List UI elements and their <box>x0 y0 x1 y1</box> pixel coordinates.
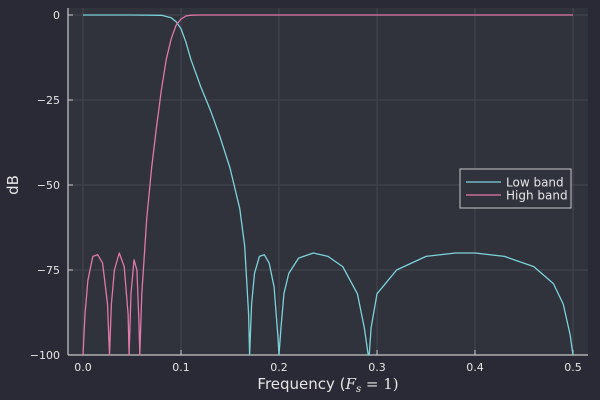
legend: Low band High band <box>459 168 572 209</box>
y-tick-label: 0 <box>53 9 60 22</box>
y-tick-label: −75 <box>37 264 60 277</box>
legend-label-high-band: High band <box>506 189 568 203</box>
legend-label-low-band: Low band <box>506 176 564 190</box>
x-tick-label: 0.2 <box>270 361 288 374</box>
series-lines <box>82 14 574 356</box>
y-tick-label: −25 <box>37 94 60 107</box>
y-tick-label: −50 <box>37 179 60 192</box>
series-line-high-band <box>82 14 573 356</box>
x-tick-label: 0.4 <box>466 361 484 374</box>
y-axis-ticks: 0 −25 −50 −75 −100 <box>30 9 73 362</box>
x-axis-label: Frequency (Fs = 1) <box>257 375 398 395</box>
y-axis-label: dB <box>4 175 22 195</box>
legend-box <box>459 168 572 209</box>
x-tick-label: 0.3 <box>368 361 386 374</box>
x-tick-label: 0.0 <box>74 361 92 374</box>
y-tick-label: −100 <box>30 349 60 362</box>
x-tick-label: 0.5 <box>564 361 582 374</box>
axes <box>67 8 588 356</box>
x-tick-label: 0.1 <box>172 361 190 374</box>
x-axis-ticks: 0.0 0.1 0.2 0.3 0.4 0.5 <box>74 350 582 374</box>
series-line-low-band <box>83 14 574 356</box>
